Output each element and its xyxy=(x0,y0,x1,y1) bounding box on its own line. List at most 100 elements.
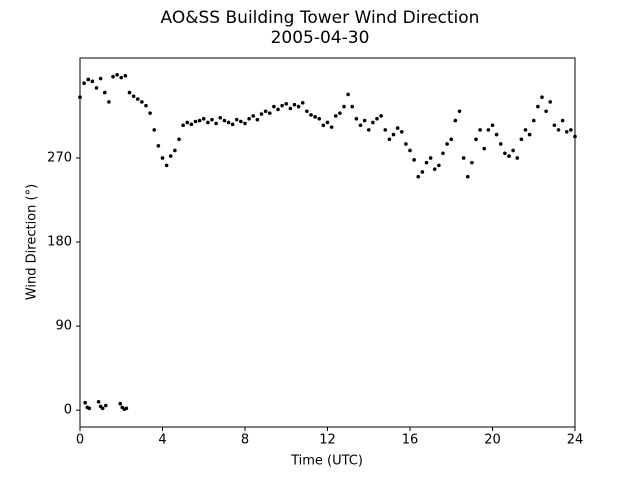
data-point xyxy=(540,95,544,100)
data-point xyxy=(428,156,433,160)
data-point xyxy=(152,128,157,132)
data-point xyxy=(519,137,524,142)
data-point xyxy=(441,151,445,156)
data-point xyxy=(486,128,491,132)
data-point xyxy=(536,104,540,109)
data-point xyxy=(300,101,305,105)
data-point xyxy=(412,158,416,162)
data-point xyxy=(218,115,223,120)
data-point xyxy=(395,126,400,130)
data-point xyxy=(437,163,441,168)
data-point xyxy=(391,132,396,137)
data-point xyxy=(272,104,276,109)
x-tick-label: 12 xyxy=(319,433,336,448)
y-tick-label: 0 xyxy=(64,403,72,418)
data-point xyxy=(296,104,301,109)
data-point xyxy=(181,123,185,128)
data-point xyxy=(98,76,103,81)
data-point xyxy=(511,148,515,153)
x-tick-label: 0 xyxy=(76,433,84,448)
data-point xyxy=(259,112,264,116)
data-point xyxy=(234,117,239,122)
data-point xyxy=(387,137,392,142)
data-point xyxy=(111,74,115,79)
data-point xyxy=(131,94,136,99)
data-point xyxy=(432,167,437,171)
data-point xyxy=(490,123,495,128)
data-point xyxy=(309,113,313,117)
data-point xyxy=(416,174,421,179)
data-point xyxy=(86,77,91,82)
data-point xyxy=(140,100,144,104)
data-point xyxy=(288,106,293,111)
data-point xyxy=(404,142,408,146)
data-point xyxy=(325,120,330,125)
data-point xyxy=(206,120,210,125)
x-tick-label: 8 xyxy=(241,433,249,448)
data-point xyxy=(119,75,124,80)
data-point xyxy=(177,137,181,142)
data-point xyxy=(371,120,375,125)
data-point xyxy=(239,119,243,124)
data-point xyxy=(478,128,482,132)
data-point xyxy=(358,123,363,128)
data-point xyxy=(379,114,383,118)
data-point xyxy=(569,128,573,132)
data-point xyxy=(100,406,105,411)
data-point xyxy=(548,100,553,104)
data-point xyxy=(222,118,227,123)
y-axis-label: Wind Direction (°) xyxy=(25,184,40,300)
plot-frame xyxy=(79,57,576,428)
data-point xyxy=(78,95,82,100)
data-point xyxy=(201,116,206,121)
data-point xyxy=(82,81,86,86)
data-point xyxy=(333,114,338,118)
data-point xyxy=(247,116,251,121)
data-point xyxy=(226,120,231,125)
data-point xyxy=(321,123,326,128)
data-point xyxy=(465,174,470,179)
data-point xyxy=(560,118,565,123)
data-point xyxy=(453,118,458,123)
data-point xyxy=(118,401,123,406)
chart-subtitle: 2005-04-30 xyxy=(271,28,370,48)
data-point xyxy=(552,123,557,128)
data-point xyxy=(515,156,520,160)
data-point xyxy=(457,109,462,114)
y-tick-label: 180 xyxy=(47,235,72,250)
data-point xyxy=(544,109,548,114)
y-tick-label: 90 xyxy=(55,319,72,334)
data-point xyxy=(103,403,108,408)
data-point xyxy=(408,148,412,153)
data-point xyxy=(375,116,379,121)
data-point xyxy=(164,163,169,168)
data-point xyxy=(210,117,214,122)
data-point xyxy=(498,142,503,146)
data-point xyxy=(189,122,194,127)
data-point xyxy=(507,154,511,158)
data-point xyxy=(193,119,198,124)
y-tick-label: 270 xyxy=(47,150,72,165)
data-point xyxy=(482,146,487,151)
data-point xyxy=(573,134,577,139)
x-axis-label: Time (UTC) xyxy=(290,454,363,469)
data-point xyxy=(350,104,355,109)
data-point xyxy=(90,79,95,84)
x-tick-label: 20 xyxy=(484,433,501,448)
data-point xyxy=(144,103,148,108)
data-point xyxy=(124,406,129,411)
chart-title: AO&SS Building Tower Wind Direction xyxy=(161,8,480,28)
data-point xyxy=(280,103,284,108)
data-point xyxy=(107,100,111,104)
data-point xyxy=(292,102,297,107)
data-point xyxy=(445,142,449,146)
data-point xyxy=(276,107,280,112)
data-point xyxy=(243,121,247,126)
data-point xyxy=(115,73,119,77)
data-point xyxy=(449,137,454,142)
data-point xyxy=(313,115,317,119)
data-point xyxy=(83,400,87,405)
data-point xyxy=(263,109,268,114)
data-point xyxy=(556,128,561,132)
data-point xyxy=(94,86,99,90)
